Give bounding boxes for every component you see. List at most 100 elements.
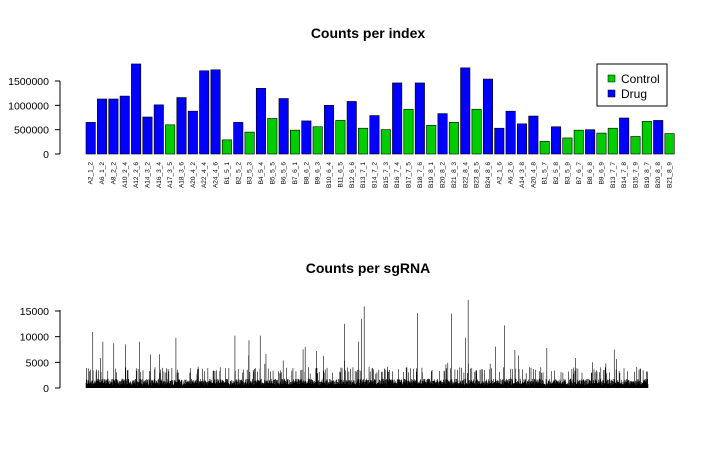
y-tick-label: 10000 <box>20 332 49 344</box>
category-label: B3_5_9 <box>564 162 571 185</box>
category-label: B20_8_2 <box>440 162 447 188</box>
bar-B15_7_3 <box>380 129 391 155</box>
category-label: B20_8_8 <box>655 162 662 188</box>
bar-B13_7_1 <box>358 127 369 155</box>
bar-B19_8_7 <box>641 121 652 155</box>
bar-B2_5_2 <box>233 122 244 155</box>
category-label: A6_2_6 <box>508 162 515 185</box>
category-label: B14_7_2 <box>371 162 378 188</box>
category-label: A20_4_2 <box>190 162 197 188</box>
category-label: B13_7_7 <box>610 162 617 188</box>
bar-B14_7_8 <box>619 117 630 155</box>
category-label: B11_6_5 <box>337 162 344 188</box>
category-label: B14_7_8 <box>621 162 628 188</box>
category-label: A2_1_6 <box>496 162 503 185</box>
category-label: B2_5_8 <box>553 162 560 185</box>
bar-B12_6_6 <box>346 101 357 155</box>
bar-B10_6_4 <box>324 105 335 155</box>
category-label: B13_7_1 <box>360 162 367 188</box>
chart-counts-per-sgrna: Counts per sgRNA 0 5000 10000 15000 <box>20 260 649 395</box>
bar-B4_5_4 <box>255 88 266 155</box>
bar-A10_2_4 <box>119 95 130 155</box>
legend: Control Drug <box>596 63 668 107</box>
bar-B21_8_9 <box>664 133 675 155</box>
legend-box <box>596 63 668 107</box>
bar-A2_1_6 <box>494 127 505 155</box>
bar-B2_5_8 <box>551 126 562 155</box>
bar-A20_4_8 <box>528 115 539 155</box>
bar-B13_7_7 <box>607 127 618 155</box>
category-label: B2_5_2 <box>235 162 242 185</box>
category-label: B1_5_7 <box>542 162 549 185</box>
y-tick-label: 15000 <box>20 306 49 318</box>
category-label: B5_5_5 <box>269 162 276 185</box>
category-label: A20_4_8 <box>530 162 537 188</box>
category-label: B7_6_7 <box>576 162 583 185</box>
bar-A18_3_6 <box>176 97 187 155</box>
category-label: A12_2_6 <box>133 162 140 188</box>
bar-A20_4_2 <box>187 110 198 155</box>
y-tick-label: 0 <box>43 149 49 161</box>
category-labels: A2_1_2 A6_1_2 A8_2_2 A10_2_4 A12_2_6 A14_3_2 A… <box>88 162 674 188</box>
category-label: A10_2_4 <box>122 162 129 188</box>
chart-title: Counts per sgRNA <box>306 260 430 276</box>
bar-A17_3_5 <box>165 124 176 155</box>
bar-B9_6_9 <box>596 132 607 155</box>
bar-A22_4_4 <box>199 70 210 155</box>
category-label: B3_5_3 <box>247 162 254 185</box>
bar-B3_5_9 <box>562 137 573 155</box>
bar-B3_5_3 <box>244 131 255 155</box>
y-tick-label: 5000 <box>26 357 50 369</box>
bar-B5_5_5 <box>267 118 278 155</box>
category-label: B9_6_3 <box>315 162 322 185</box>
category-label: B7_6_1 <box>292 162 299 185</box>
bar-B18_7_6 <box>414 82 425 155</box>
bar-B8_6_8 <box>585 129 596 155</box>
category-label: B4_5_4 <box>258 162 265 185</box>
bar-B8_6_2 <box>301 120 312 155</box>
category-label: A17_3_5 <box>167 162 174 188</box>
category-label: B21_8_9 <box>667 162 674 188</box>
bar-A16_3_4 <box>153 104 164 155</box>
chart-counts-per-index: Counts per index 0 500000 1000000 1500000 A… <box>8 25 675 188</box>
category-label: B6_5_6 <box>281 162 288 185</box>
bar-A14_3_8 <box>516 123 527 155</box>
bar-B22_8_4 <box>460 67 471 155</box>
bar-A14_3_2 <box>142 116 153 155</box>
bar-A8_2_2 <box>108 98 119 155</box>
bar-A6_1_2 <box>97 98 108 155</box>
bar-A6_2_6 <box>505 110 516 155</box>
y-axis-ticks: 0 500000 1000000 1500000 <box>8 76 60 161</box>
bars <box>85 63 675 155</box>
bar-B7_6_7 <box>573 129 584 155</box>
category-label: A8_2_2 <box>110 162 117 185</box>
bar-B19_8_1 <box>426 124 437 155</box>
legend-swatch-drug <box>607 89 616 98</box>
category-label: B9_6_9 <box>598 162 605 185</box>
y-tick-label: 1000000 <box>8 100 49 112</box>
bar-B24_8_6 <box>482 78 493 155</box>
category-label: B10_6_4 <box>326 162 333 188</box>
category-label: B8_6_2 <box>303 162 310 185</box>
bar-B17_7_5 <box>403 108 414 155</box>
category-label: A18_3_6 <box>179 162 186 188</box>
category-label: B16_7_4 <box>394 162 401 188</box>
category-label: A14_3_2 <box>144 162 151 188</box>
category-label: B21_8_3 <box>451 162 458 188</box>
y-tick-label: 1500000 <box>8 76 49 88</box>
legend-swatch-control <box>607 74 616 83</box>
y-tick-label: 500000 <box>14 125 49 137</box>
category-label: A6_1_2 <box>99 162 106 185</box>
bar-B9_6_3 <box>312 126 323 155</box>
legend-label-control: Control <box>621 72 660 86</box>
category-label: B15_7_9 <box>633 162 640 188</box>
legend-label-drug: Drug <box>621 87 647 101</box>
y-tick-label: 0 <box>43 383 49 395</box>
bar-A2_1_2 <box>85 122 96 155</box>
category-label: A16_3_4 <box>156 162 163 188</box>
y-axis-ticks: 0 5000 10000 15000 <box>20 306 60 395</box>
bar-B11_6_5 <box>335 120 346 155</box>
bar-B16_7_4 <box>392 82 403 155</box>
